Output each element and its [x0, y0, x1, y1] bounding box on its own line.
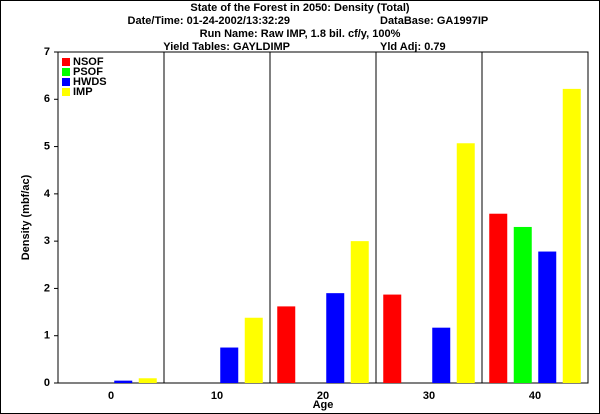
- bar: [489, 213, 508, 383]
- y-tick-label: 6: [44, 93, 50, 105]
- x-tick-label: 40: [529, 390, 541, 402]
- y-tick-label: 5: [44, 140, 50, 152]
- subtitle: Yld Adj: 0.79: [380, 41, 446, 53]
- y-tick-label: 0: [44, 377, 50, 389]
- legend-swatch: [62, 68, 70, 76]
- x-tick-label: 20: [317, 390, 329, 402]
- y-tick-label: 2: [44, 282, 50, 294]
- chart-title: State of the Forest in 2050: Density (To…: [190, 2, 410, 14]
- plot-area: [57, 51, 589, 384]
- x-tick-label: 0: [108, 390, 114, 402]
- legend-label: NSOF: [73, 56, 104, 68]
- legend-swatch: [62, 88, 70, 96]
- subtitle: Yield Tables: GAYLDIMP: [163, 41, 290, 53]
- legend-swatch: [62, 58, 70, 66]
- bar: [513, 226, 532, 383]
- subtitle: Date/Time: 01-24-2002/13:32:29: [128, 15, 290, 27]
- y-tick-label: 4: [44, 188, 51, 200]
- legend-label: HWDS: [73, 76, 107, 88]
- bar: [383, 294, 402, 383]
- bar: [277, 306, 296, 383]
- subtitle: DataBase: GA1997IP: [380, 15, 488, 27]
- x-tick-label: 30: [423, 390, 435, 402]
- bar: [456, 143, 475, 383]
- x-axis-label: Age: [313, 399, 334, 411]
- bar: [114, 380, 133, 383]
- bar: [326, 293, 345, 383]
- y-tick-label: 3: [44, 235, 50, 247]
- bar: [350, 241, 369, 383]
- bar: [244, 317, 263, 383]
- x-tick-label: 10: [211, 390, 223, 402]
- bar: [138, 378, 157, 383]
- y-axis-label: Density (mbf/ac): [20, 174, 32, 260]
- legend-label: PSOF: [73, 66, 103, 78]
- y-tick-label: 1: [44, 330, 50, 342]
- legend-label: IMP: [73, 86, 93, 98]
- subtitle: Run Name: Raw IMP, 1.8 bil. cf/y, 100%: [200, 28, 401, 40]
- bar: [220, 347, 239, 383]
- y-tick-label: 7: [44, 46, 50, 58]
- bar: [562, 88, 581, 383]
- legend-swatch: [62, 78, 70, 86]
- bar: [538, 251, 557, 383]
- bar: [432, 327, 451, 383]
